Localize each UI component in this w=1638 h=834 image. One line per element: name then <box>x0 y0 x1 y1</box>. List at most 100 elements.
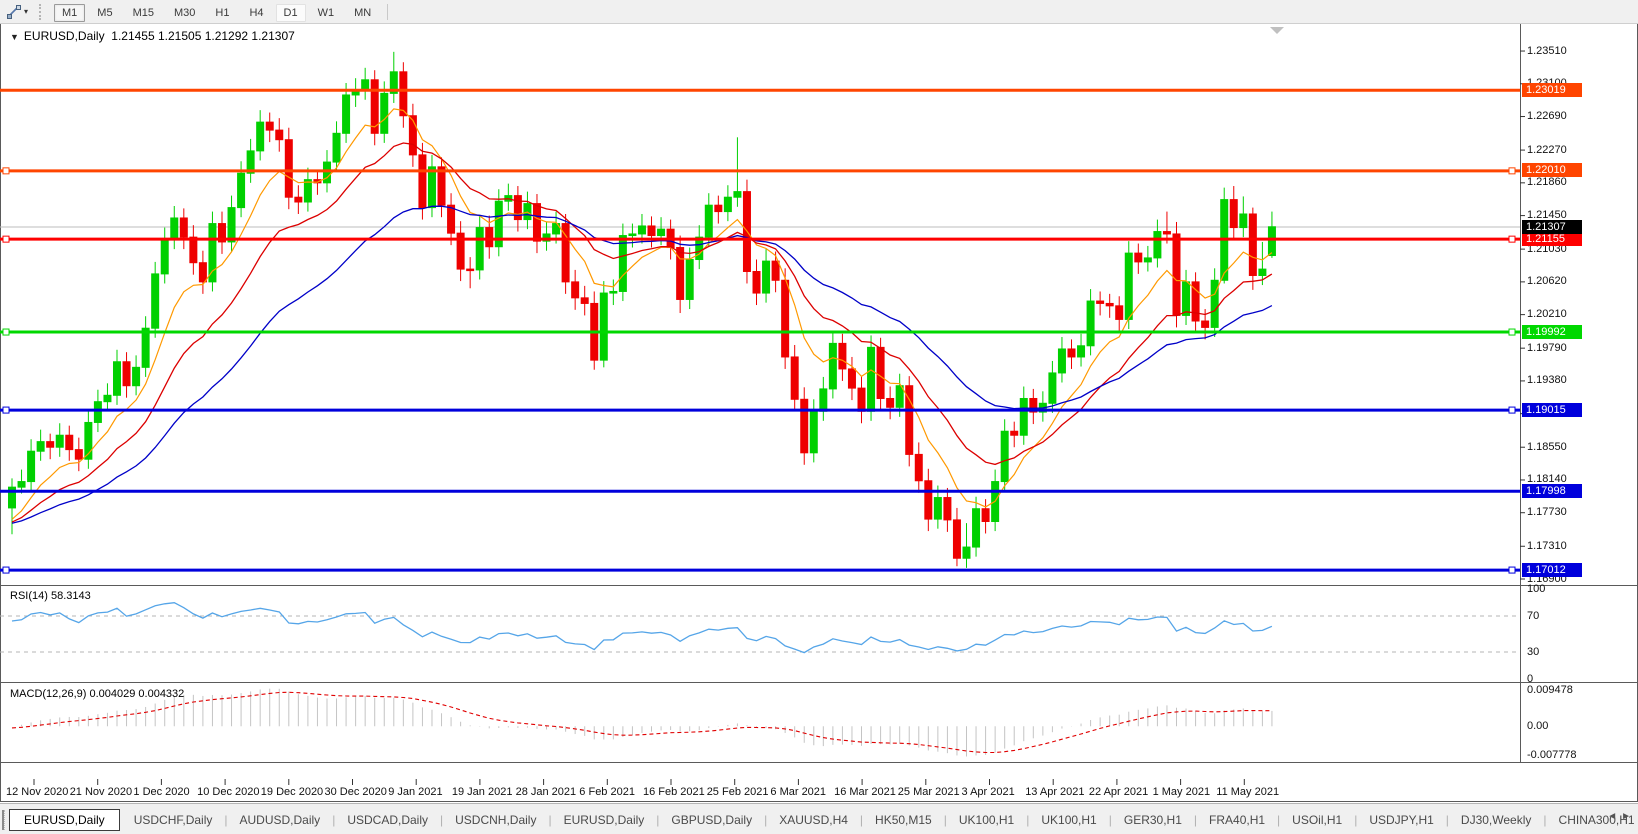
chart-cursor-icon[interactable] <box>4 3 24 21</box>
toolbar-grip-handle[interactable] <box>39 3 46 20</box>
candle-body-bear <box>1172 233 1181 316</box>
date-axis-label: 19 Dec 2020 <box>260 786 324 798</box>
chart-tab-usdjpy-h1[interactable]: USDJPY,H1 <box>1369 812 1434 827</box>
chart-tab-xauusd-h4[interactable]: XAUUSD,H4 <box>779 812 848 827</box>
candle-body-bear <box>437 166 446 206</box>
timeframe-button-m30[interactable]: M30 <box>173 6 196 19</box>
chart-ohlc-values: 1.21455 1.21505 1.21292 1.21307 <box>111 29 295 43</box>
chart-tab-hk50-m15[interactable]: HK50,M15 <box>875 812 932 827</box>
line-drag-handle[interactable] <box>2 167 10 175</box>
date-axis-label: 30 Dec 2020 <box>324 786 387 798</box>
timeframe-button-m15[interactable]: M15 <box>132 6 154 19</box>
chart-tab-fra40-h1[interactable]: FRA40,H1 <box>1209 812 1266 827</box>
price-axis-label: 1.17310 <box>1527 539 1567 552</box>
candle-body-bear <box>752 270 761 294</box>
candle-body-bear <box>1115 305 1124 320</box>
chevron-down-icon[interactable]: ▾ <box>24 7 29 16</box>
tab-separator: | <box>1354 812 1358 827</box>
candle-body-bear <box>781 279 790 358</box>
chart-tab-audusd-daily[interactable]: AUDUSD,Daily <box>239 812 321 827</box>
candle-body-bull <box>867 346 876 412</box>
rsi-axis-label: 100 <box>1527 582 1546 595</box>
rsi-axis-label: 30 <box>1527 645 1540 658</box>
candle-body-bear <box>914 453 923 482</box>
chart-tab-usdcad-daily[interactable]: USDCAD,Daily <box>347 812 428 827</box>
candle-body-bull <box>962 546 971 559</box>
timeframe-button-m5[interactable]: M5 <box>97 6 113 19</box>
price-axis-label: 1.23510 <box>1527 44 1567 57</box>
candle-body-bear <box>1229 199 1238 229</box>
candle-body-bull <box>685 259 694 300</box>
candle-body-bull <box>494 200 503 248</box>
candle-body-bull <box>972 508 981 548</box>
price-level-badge: 1.17998 <box>1522 483 1582 498</box>
candle-body-bear <box>943 497 952 521</box>
timeframe-button-mn[interactable]: MN <box>354 6 372 19</box>
candle-body-bear <box>265 121 274 131</box>
price-axis-label: 1.17730 <box>1527 506 1567 519</box>
chart-tab-usdchf-daily[interactable]: USDCHF,Daily <box>133 812 213 827</box>
tabbar-grip[interactable] <box>2 809 5 830</box>
line-drag-handle[interactable] <box>1508 406 1516 414</box>
tab-separator: | <box>548 812 552 827</box>
chart-tab-usoil-h1[interactable]: USOil,H1 <box>1292 812 1343 827</box>
chart-tab-uk100-h1[interactable]: UK100,H1 <box>958 812 1015 827</box>
candle-body-bull <box>160 239 169 275</box>
line-drag-handle[interactable] <box>1508 235 1516 243</box>
candle-body-bear <box>313 179 322 184</box>
candle-body-bear <box>447 204 456 234</box>
scroll-left-icon[interactable]: ◄ <box>1607 811 1622 822</box>
tab-separator: | <box>1543 812 1547 827</box>
chart-tab-usdcnh-daily[interactable]: USDCNH,Daily <box>455 812 537 827</box>
chart-tab-dj30-weekly[interactable]: DJ30,Weekly <box>1460 812 1532 827</box>
chart-symbol-label: EURUSD,Daily <box>23 29 105 43</box>
timeframe-toolbar: ▾ M1 M5 M15 M30 H1 H4 D1 W1 MN <box>0 0 1638 24</box>
line-drag-handle[interactable] <box>2 406 10 414</box>
price-axis-label: 1.21450 <box>1527 209 1567 222</box>
chart-tab-eurusd-daily[interactable]: EURUSD,Daily <box>563 812 645 827</box>
candle-body-bear <box>886 397 895 408</box>
title-collapse-arrow[interactable]: ▼ <box>10 32 19 42</box>
timeframe-button-d1[interactable]: D1 <box>275 3 306 22</box>
macd-axis-label: -0.007778 <box>1527 749 1577 762</box>
line-drag-handle[interactable] <box>1508 328 1516 336</box>
timeframe-button-h4[interactable]: H4 <box>249 6 264 19</box>
timeframe-button-h1[interactable]: H1 <box>215 6 230 19</box>
chart-tab-china300-h1[interactable]: CHINA300,H1 <box>1558 812 1635 827</box>
candle-body-bear <box>294 196 303 203</box>
candle-body-bull <box>599 292 608 361</box>
timeframe-button-w1[interactable]: W1 <box>317 6 335 19</box>
candle-body-bear <box>905 385 914 455</box>
candle-body-bull <box>27 450 36 483</box>
line-drag-handle[interactable] <box>1508 566 1516 574</box>
chart-tab-gbpusd-daily[interactable]: GBPUSD,Daily <box>671 812 753 827</box>
line-drag-handle[interactable] <box>2 235 10 243</box>
candle-body-bull <box>819 388 828 412</box>
line-drag-handle[interactable] <box>2 566 10 574</box>
chart-shift-marker[interactable] <box>1270 27 1284 34</box>
macd-axis-label: 0.00 <box>1527 719 1549 732</box>
chart-tab-uk100-h1[interactable]: UK100,H1 <box>1041 812 1097 827</box>
chart-tab-eurusd-daily[interactable]: EURUSD,Daily <box>9 808 120 831</box>
chart-tab-bar: EURUSD,Daily USDCHF,Daily | AUDUSD,Daily | US… <box>0 803 1638 834</box>
tab-separator: | <box>1445 812 1449 827</box>
line-drag-handle[interactable] <box>1508 167 1516 175</box>
candle-body-bull <box>1258 268 1267 276</box>
candle-body-bull <box>809 410 818 454</box>
rsi-axis-label: 70 <box>1527 609 1540 622</box>
timeframe-button-m1[interactable]: M1 <box>54 3 86 22</box>
candle-body-bear <box>771 260 780 281</box>
candle-body-bull <box>322 161 331 184</box>
line-drag-handle[interactable] <box>2 328 10 336</box>
date-axis-label: 1 May 2021 <box>1152 786 1211 798</box>
candle-body-bull <box>609 290 618 294</box>
candle-body-bear <box>1105 302 1114 307</box>
scroll-right-icon[interactable]: ► <box>1621 811 1635 822</box>
candle-body-bull <box>303 179 312 203</box>
rsi-axis-label: 0 <box>1527 672 1534 685</box>
candle-body-bull <box>237 172 246 209</box>
price-axis-label: 1.19380 <box>1527 374 1567 387</box>
chart-tab-ger30-h1[interactable]: GER30,H1 <box>1123 812 1182 827</box>
